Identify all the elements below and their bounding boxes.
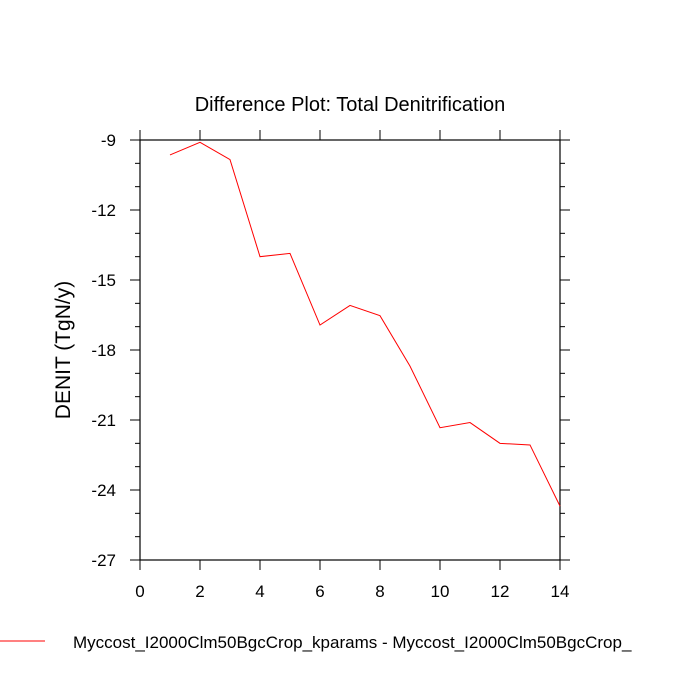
x-tick-label: 6	[315, 582, 324, 601]
y-tick-label: -27	[91, 551, 116, 570]
chart-title: Difference Plot: Total Denitrification	[195, 94, 506, 116]
y-tick-label: -15	[91, 271, 116, 290]
y-tick-label: -9	[101, 131, 116, 150]
y-tick-label: -24	[91, 481, 116, 500]
y-tick-label: -21	[91, 411, 116, 430]
x-tick-label: 0	[135, 582, 144, 601]
x-tick-label: 4	[255, 582, 264, 601]
x-tick-label: 2	[195, 582, 204, 601]
legend: Myccost_I2000Clm50BgcCrop_kparams - Mycc…	[0, 633, 632, 652]
x-tick-label: 10	[431, 582, 450, 601]
x-tick-label: 12	[491, 582, 510, 601]
plot-frame	[139, 139, 561, 561]
y-tick-label: -18	[91, 341, 116, 360]
series-line	[169, 141, 561, 507]
x-tick-label: 8	[375, 582, 384, 601]
y-axis-label: DENIT (TgN/y)	[52, 281, 75, 419]
x-tick-label: 14	[551, 582, 570, 601]
legend-label: Myccost_I2000Clm50BgcCrop_kparams - Mycc…	[73, 633, 632, 652]
y-tick-label: -12	[91, 201, 116, 220]
